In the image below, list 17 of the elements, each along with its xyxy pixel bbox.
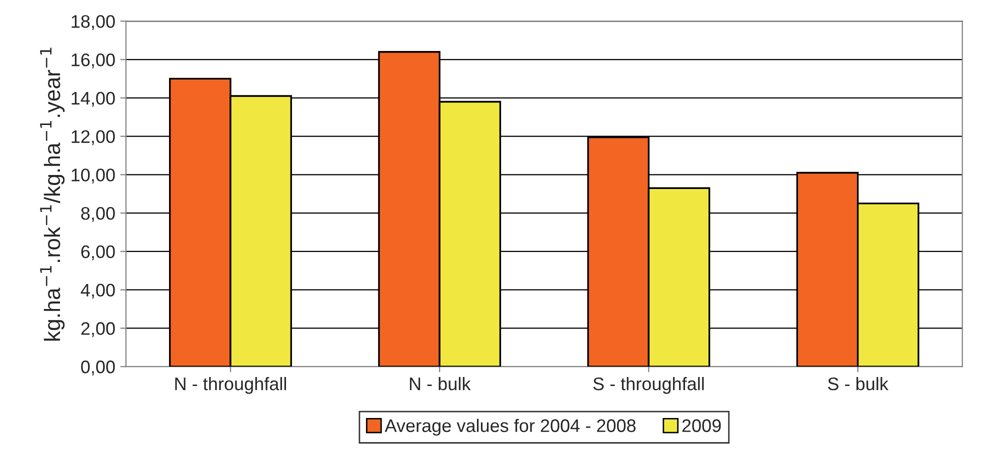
y-tick-label: 8,00 bbox=[81, 207, 115, 222]
y-axis-title: kg.ha$^{−1}$.rok$^{−1}$/kg.ha$^{−1}$.year$^{−1}$ bbox=[40, 48, 65, 341]
y-tick-label: 0,00 bbox=[81, 360, 115, 376]
y-tick-label: 6,00 bbox=[81, 245, 115, 260]
x-tick-label: S - throughfall bbox=[593, 377, 704, 394]
legend-label: 2009 bbox=[682, 419, 721, 432]
x-tick-label: N - bulk bbox=[410, 377, 471, 390]
y-tick-label: 10,00 bbox=[72, 168, 115, 184]
x-tick-label: S - bulk bbox=[828, 377, 888, 390]
y-tick-label: 16,00 bbox=[72, 53, 115, 68]
y-tick-label: 4,00 bbox=[80, 284, 115, 299]
y-tick-label: 2,00 bbox=[81, 322, 115, 338]
y-tick-label: 14,00 bbox=[72, 92, 115, 107]
y-tick-label: 18,00 bbox=[72, 15, 115, 30]
x-tick-label: N - throughfall bbox=[175, 377, 286, 394]
legend-label: Average values for 2004 - 2008 bbox=[384, 418, 636, 436]
y-tick-label: 12,00 bbox=[72, 130, 115, 146]
